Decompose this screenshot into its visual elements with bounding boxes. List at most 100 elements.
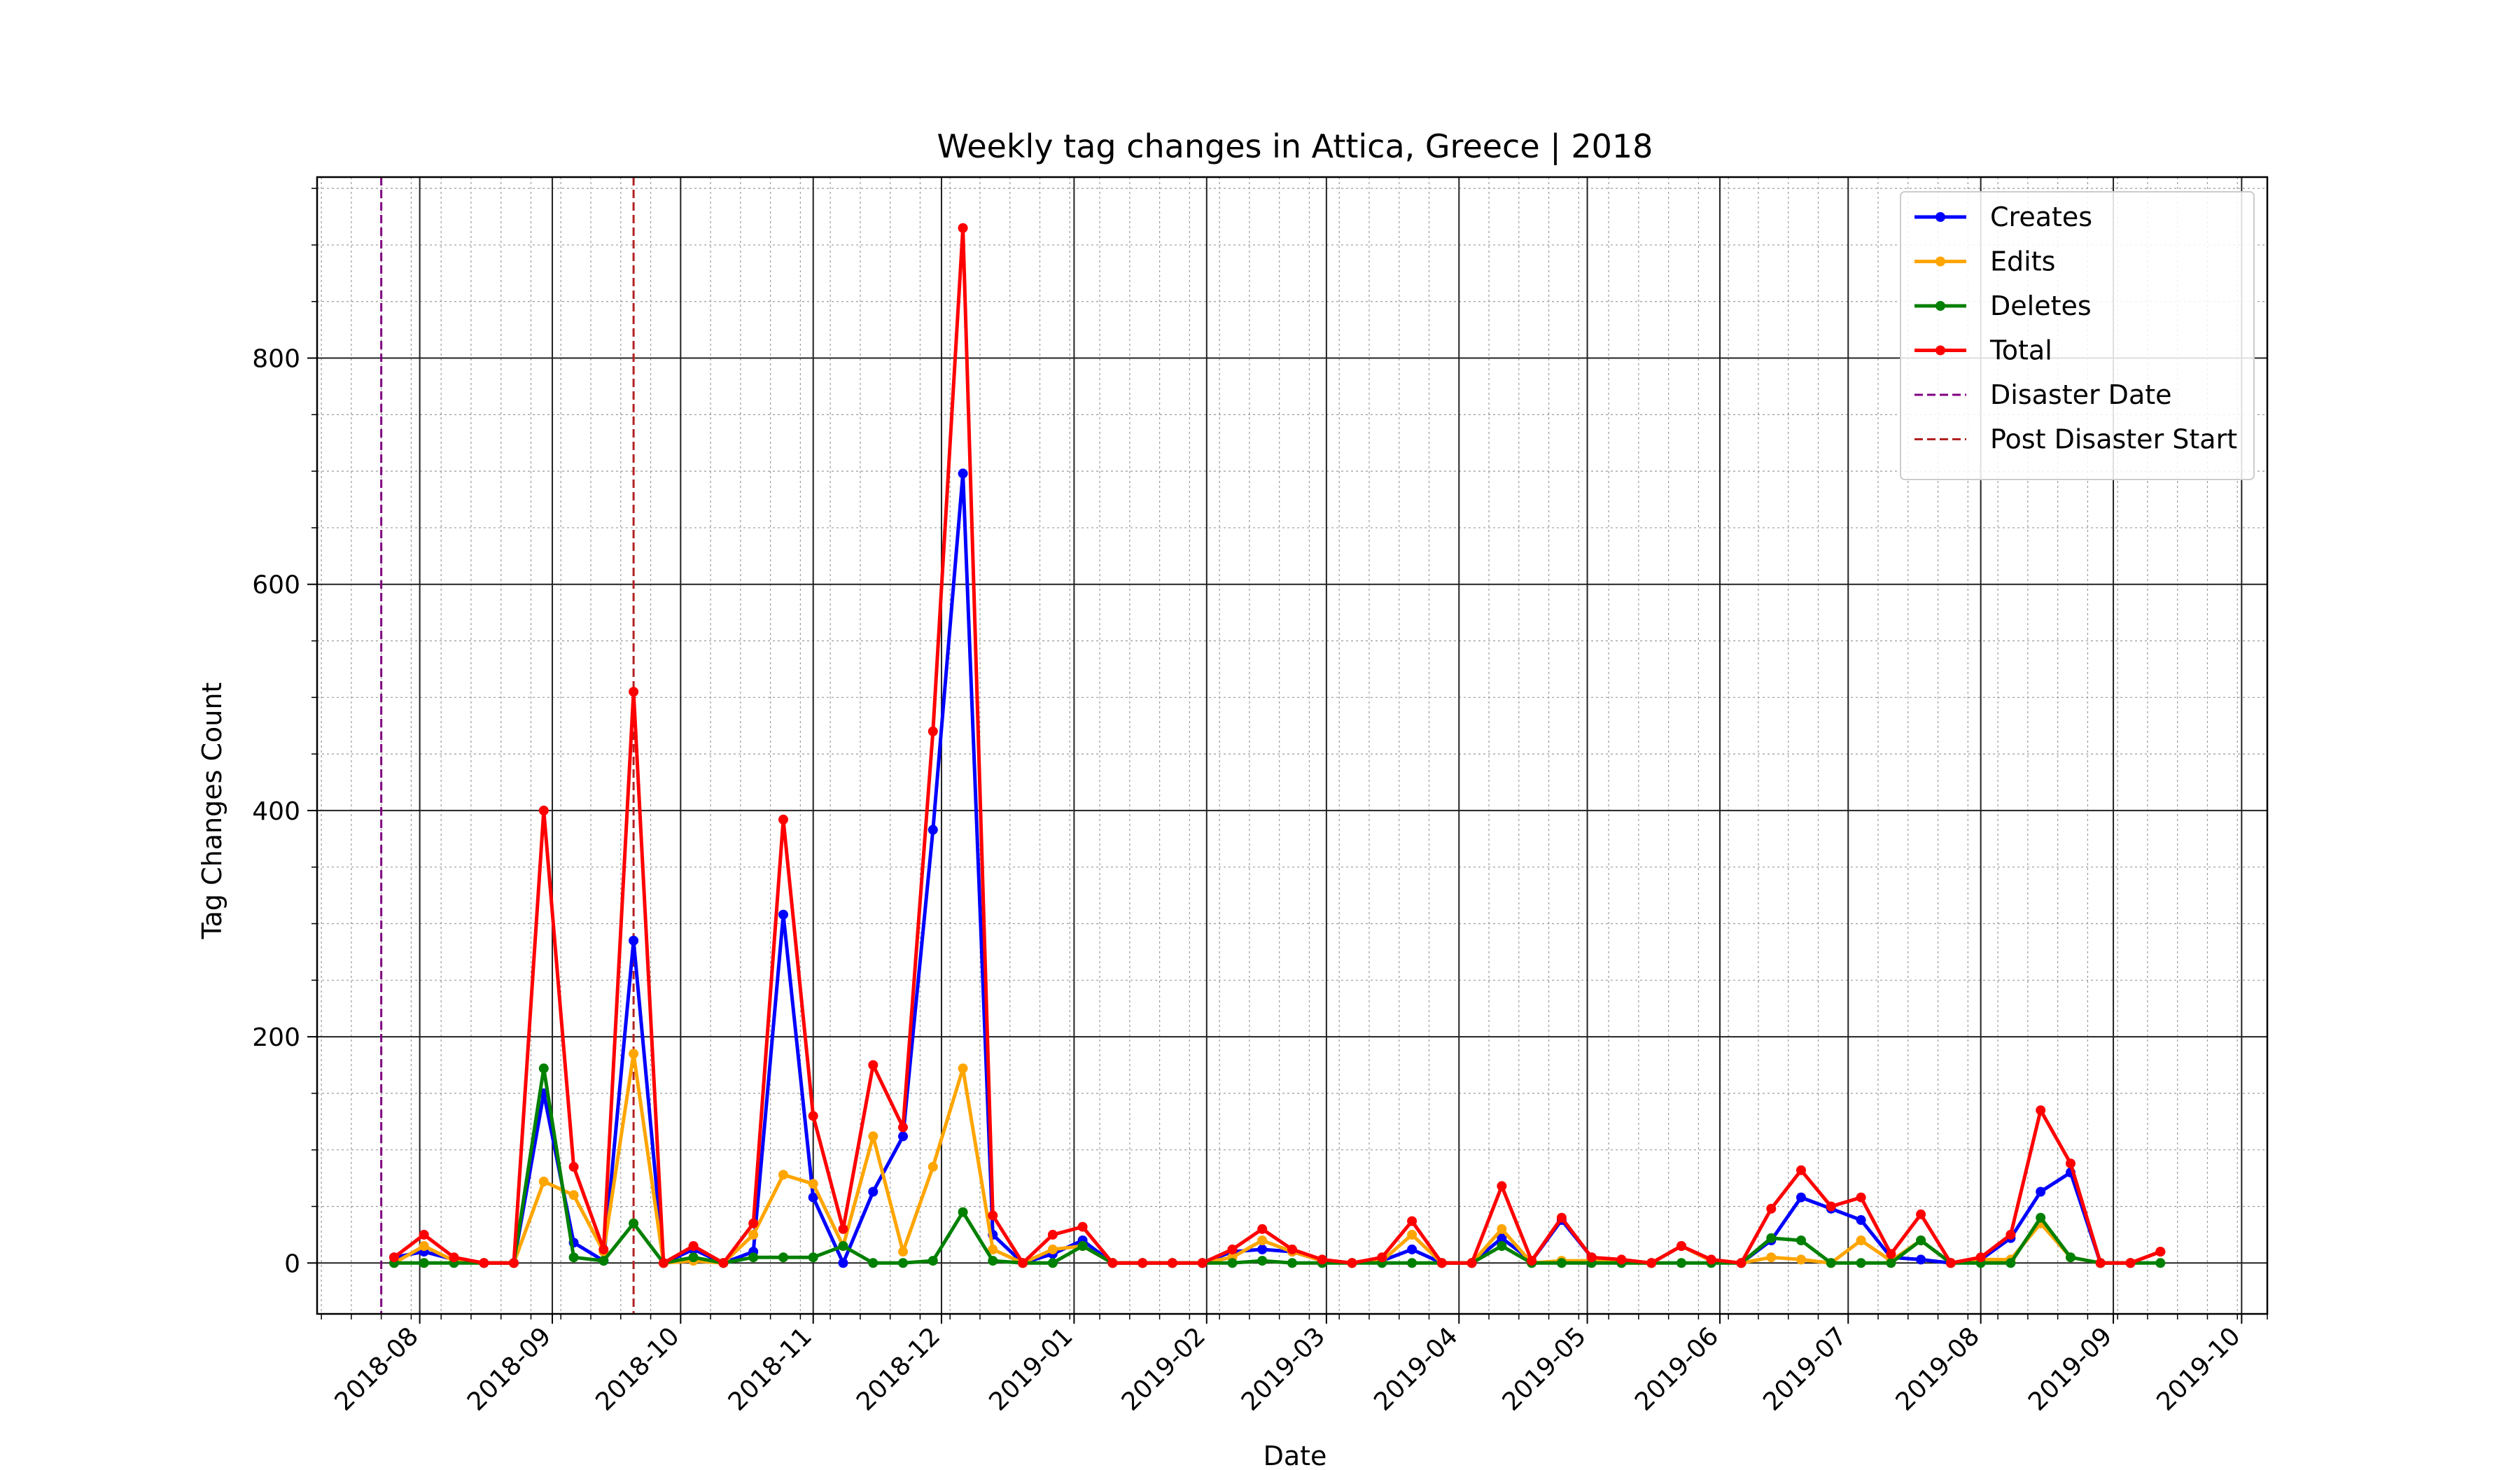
legend: Creates Edits Deletes Total Disaster Date Pos… xyxy=(1900,191,2255,480)
point-total xyxy=(449,1252,459,1263)
point-deletes xyxy=(1766,1233,1777,1243)
chart-title: Weekly tag changes in Attica, Greece | 2… xyxy=(937,127,1653,166)
point-deletes xyxy=(1916,1236,1926,1245)
y-tick-label: 200 xyxy=(252,1023,300,1052)
point-total xyxy=(1107,1258,1118,1268)
x-axis-title: Date xyxy=(1264,1441,1327,1470)
point-total xyxy=(778,814,788,825)
point-deletes xyxy=(538,1063,549,1074)
point-total xyxy=(1436,1258,1447,1268)
point-total xyxy=(1706,1254,1716,1265)
point-edits xyxy=(1047,1244,1058,1254)
y-tick-label: 400 xyxy=(252,797,300,826)
point-edits xyxy=(988,1244,998,1254)
point-edits xyxy=(1796,1254,1806,1265)
point-deletes xyxy=(778,1252,788,1263)
series-layer xyxy=(389,223,2166,1268)
point-total xyxy=(389,1252,399,1263)
legend-label-creates: Creates xyxy=(1990,202,2092,232)
point-edits xyxy=(629,1049,639,1059)
point-deletes xyxy=(568,1252,579,1263)
point-deletes xyxy=(1227,1258,1238,1268)
legend-label-disaster-date: Disaster Date xyxy=(1990,379,2172,410)
point-creates xyxy=(1407,1244,1418,1254)
point-deletes xyxy=(1676,1258,1686,1268)
major-grid xyxy=(317,177,2267,1314)
point-deletes xyxy=(958,1207,968,1217)
point-deletes xyxy=(1556,1258,1567,1268)
point-total xyxy=(1257,1224,1268,1234)
event-lines xyxy=(380,177,635,1314)
point-total xyxy=(988,1210,998,1221)
point-edits xyxy=(748,1229,759,1240)
point-total xyxy=(1287,1244,1297,1254)
series-total xyxy=(389,223,2166,1268)
legend-label-edits: Edits xyxy=(1990,246,2055,277)
series-line-deletes xyxy=(394,1066,2161,1265)
point-total xyxy=(2125,1258,2136,1268)
point-total xyxy=(1047,1229,1058,1240)
point-deletes xyxy=(2005,1258,2016,1268)
legend-label-deletes: Deletes xyxy=(1990,290,2092,321)
point-deletes xyxy=(868,1258,878,1268)
point-total xyxy=(1616,1254,1627,1265)
point-deletes xyxy=(688,1252,699,1263)
point-creates xyxy=(958,468,968,479)
point-total xyxy=(748,1218,759,1228)
point-creates xyxy=(1497,1233,1507,1243)
point-total xyxy=(1527,1256,1537,1266)
point-total xyxy=(1856,1192,1866,1203)
point-deletes xyxy=(598,1256,609,1266)
point-total xyxy=(1077,1222,1088,1232)
legend-marker-edits xyxy=(1935,256,1945,267)
point-total xyxy=(1736,1258,1746,1268)
point-deletes xyxy=(1497,1241,1507,1251)
point-total xyxy=(808,1111,818,1121)
y-tick-label: 600 xyxy=(252,571,300,600)
point-creates xyxy=(629,935,639,946)
point-total xyxy=(958,223,968,233)
point-deletes xyxy=(1047,1258,1058,1268)
point-deletes xyxy=(2036,1212,2046,1223)
point-edits xyxy=(538,1176,549,1186)
point-edits xyxy=(898,1247,908,1257)
point-total xyxy=(2095,1258,2106,1268)
point-deletes xyxy=(898,1258,908,1268)
legend-label-post-disaster-start: Post Disaster Start xyxy=(1990,424,2237,455)
point-deletes xyxy=(1796,1236,1806,1245)
point-creates xyxy=(778,909,788,920)
point-total xyxy=(629,687,639,697)
point-total xyxy=(868,1060,878,1070)
point-creates xyxy=(2036,1186,2046,1197)
legend-box xyxy=(1900,191,2255,480)
point-edits xyxy=(1766,1252,1777,1263)
point-deletes xyxy=(808,1252,818,1263)
point-total xyxy=(598,1244,609,1254)
point-total xyxy=(2155,1247,2166,1257)
point-creates xyxy=(1856,1214,1866,1225)
y-axis-title: Tag Changes Count xyxy=(197,682,227,940)
point-deletes xyxy=(419,1258,429,1268)
point-deletes xyxy=(1407,1258,1418,1268)
point-deletes xyxy=(838,1241,848,1251)
point-deletes xyxy=(2066,1252,2076,1263)
point-total xyxy=(1167,1258,1177,1268)
point-total xyxy=(1916,1209,1926,1219)
point-total xyxy=(2036,1105,2046,1116)
y-tick-label: 800 xyxy=(252,345,300,374)
point-total xyxy=(1407,1216,1418,1226)
point-total xyxy=(1676,1241,1686,1251)
point-total xyxy=(419,1229,429,1240)
point-total xyxy=(1586,1252,1597,1263)
point-total xyxy=(658,1258,668,1268)
point-creates xyxy=(898,1131,908,1142)
point-total xyxy=(2005,1229,2016,1240)
point-total xyxy=(1826,1201,1836,1212)
point-edits xyxy=(778,1170,788,1180)
point-deletes xyxy=(2155,1258,2166,1268)
legend-marker-total xyxy=(1935,345,1945,356)
point-deletes xyxy=(1826,1258,1836,1268)
point-deletes xyxy=(1287,1258,1297,1268)
point-deletes xyxy=(1856,1258,1866,1268)
